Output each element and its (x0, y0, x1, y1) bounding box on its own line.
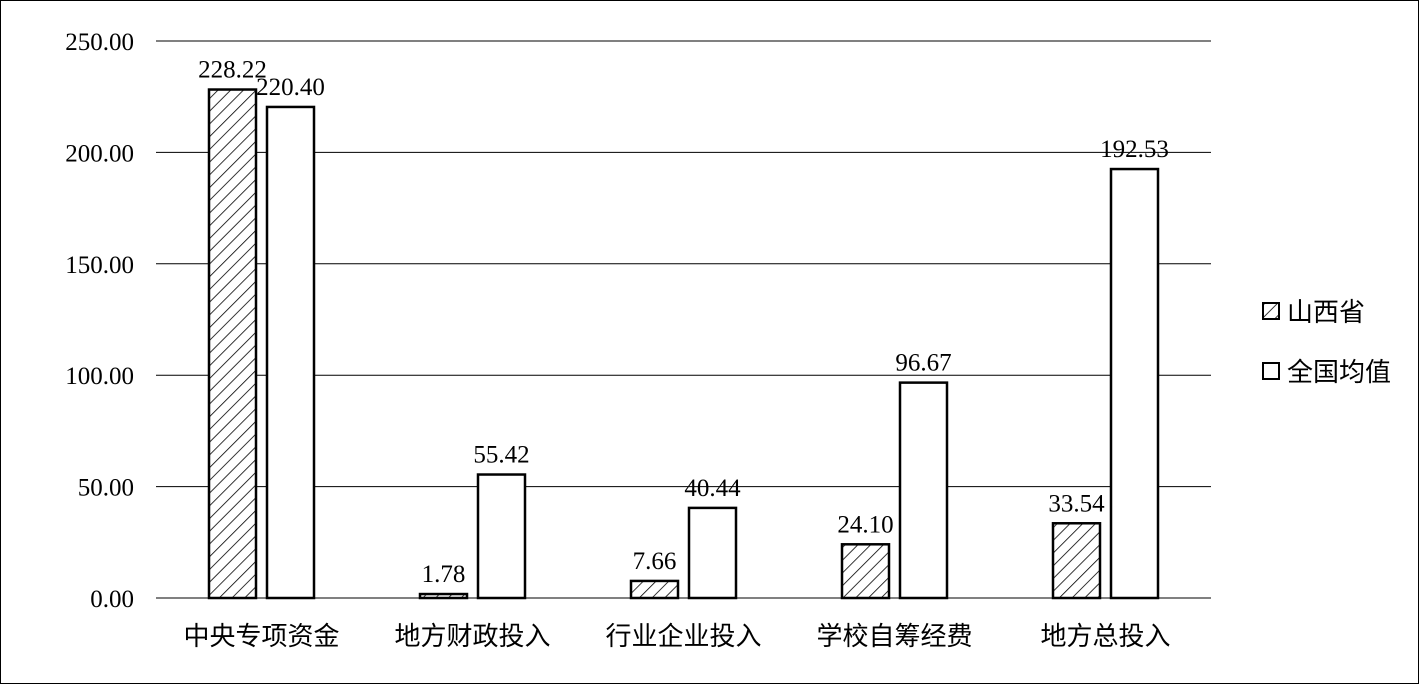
y-axis: 0.00 50.00 100.00 150.00 200.00 250.00 (65, 29, 134, 613)
x-tick-label: 地方总投入 (1040, 622, 1170, 652)
legend-label: 山西省 (1287, 298, 1365, 328)
data-label: 24.10 (837, 511, 893, 538)
y-tick-label: 0.00 (90, 586, 134, 613)
y-tick-label: 250.00 (65, 29, 134, 56)
x-tick-label: 学校自筹经费 (816, 622, 972, 652)
data-label: 1.78 (422, 561, 466, 588)
bar (840, 543, 891, 600)
bar (1109, 167, 1160, 600)
data-label: 33.54 (1048, 490, 1105, 517)
bar (265, 105, 316, 600)
legend-swatch (1262, 302, 1280, 320)
data-label: 40.44 (684, 475, 741, 502)
x-tick-label: 中央专项资金 (183, 622, 339, 652)
y-tick-label: 100.00 (65, 363, 134, 390)
bar (1051, 522, 1102, 600)
y-tick-label: 200.00 (65, 140, 134, 167)
bar (418, 592, 469, 600)
legend-label: 全国均值 (1287, 358, 1391, 388)
x-tick-label: 行业企业投入 (605, 622, 761, 652)
data-label: 55.42 (473, 442, 529, 469)
bars (207, 88, 1160, 600)
data-label: 192.53 (1100, 136, 1169, 163)
x-tick-label: 地方财政投入 (394, 622, 550, 652)
gridlines (156, 40, 1211, 599)
legend-swatch (1262, 362, 1280, 380)
y-tick-label: 150.00 (65, 252, 134, 279)
bar (629, 579, 680, 600)
y-tick-label: 50.00 (78, 475, 134, 502)
data-label: 96.67 (895, 350, 951, 377)
bar (687, 506, 738, 600)
bar (207, 88, 258, 600)
bar (476, 473, 527, 600)
data-label: 220.40 (256, 74, 325, 101)
data-label: 7.66 (633, 548, 677, 575)
bar (898, 381, 949, 600)
data-label: 228.22 (198, 57, 267, 84)
x-axis-categories: 中央专项资金 地方财政投入 行业企业投入 学校自筹经费 地方总投入 (183, 622, 1170, 652)
